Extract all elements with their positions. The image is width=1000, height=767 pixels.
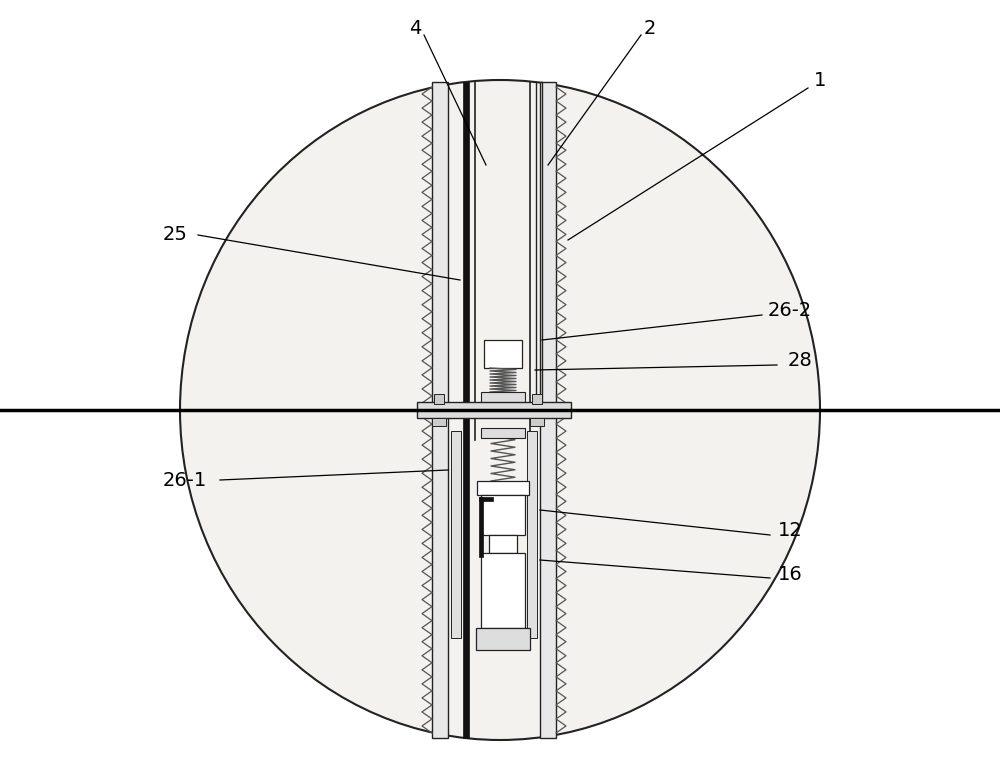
Bar [479, 497, 483, 557]
Text: 26-2: 26-2 [768, 301, 812, 320]
Bar [434, 394, 444, 404]
Text: 25: 25 [163, 225, 187, 245]
Bar [540, 82, 556, 738]
Text: 1: 1 [814, 71, 826, 90]
Bar [432, 82, 448, 738]
Bar [432, 418, 446, 426]
Ellipse shape [180, 80, 820, 740]
Bar [417, 402, 571, 418]
Bar [481, 495, 525, 535]
Bar [527, 431, 537, 638]
Bar [481, 553, 525, 628]
Text: 28: 28 [788, 351, 812, 370]
Bar [481, 428, 525, 438]
Bar [530, 418, 544, 426]
Bar [481, 392, 525, 404]
Bar [489, 535, 517, 553]
Text: 12: 12 [778, 521, 802, 539]
Bar [479, 497, 493, 501]
Text: 4: 4 [409, 18, 421, 38]
Text: 26-1: 26-1 [163, 470, 207, 489]
Text: 2: 2 [644, 18, 656, 38]
Bar [532, 394, 542, 404]
Bar [476, 628, 530, 650]
Bar [451, 431, 461, 638]
Bar [477, 481, 529, 495]
Bar [484, 340, 522, 368]
Text: 16: 16 [778, 565, 802, 584]
Bar [463, 82, 469, 738]
